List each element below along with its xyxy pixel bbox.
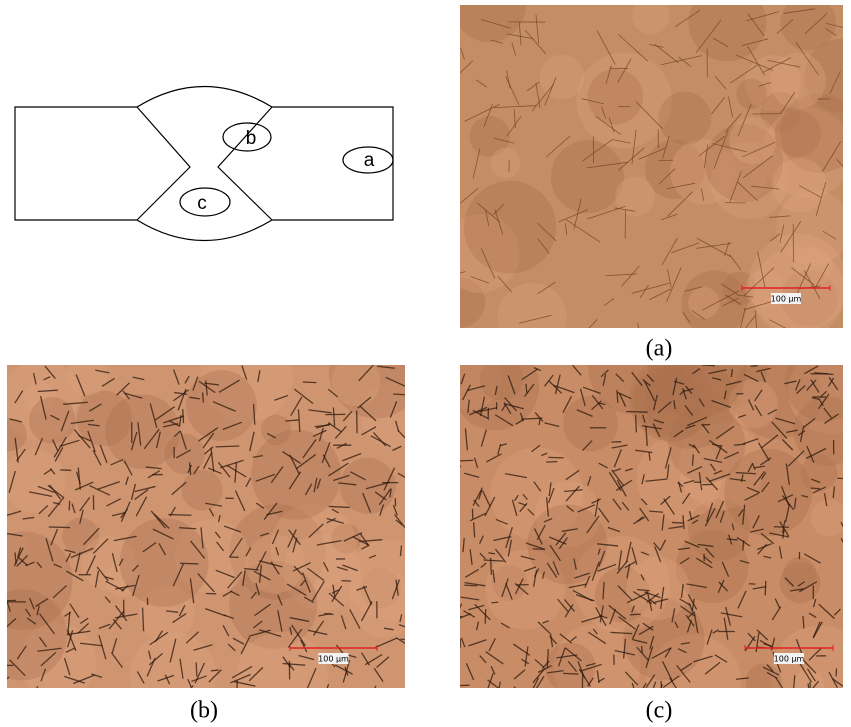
grain-boundary: [811, 488, 820, 489]
grain-boundary: [29, 686, 38, 699]
grain-boundary: [526, 384, 527, 393]
grain-boundary: [630, 614, 641, 615]
grain-shade: [658, 92, 711, 145]
grain-boundary: [60, 470, 71, 471]
grain-boundary: [449, 616, 462, 619]
grain-boundary: [727, 539, 738, 540]
grain-shade: [490, 148, 520, 178]
grain-shade: [67, 355, 108, 396]
grain-boundary: [457, 466, 460, 474]
page: b a c (a) (b) (c) 100 µm100 µm100 µm (()…: [0, 0, 851, 727]
grain-shade: [332, 357, 381, 406]
grain-boundary: [168, 515, 191, 516]
grain-boundary: [464, 585, 477, 586]
grain-boundary: [342, 581, 351, 582]
grain-boundary: [642, 646, 643, 653]
grain-shade: [105, 394, 180, 469]
scale-bar-label: 100 µm: [774, 655, 805, 664]
grain-boundary: [303, 382, 316, 383]
grain-shade: [811, 500, 848, 537]
grain-boundary: [751, 366, 758, 367]
grain-shade: [615, 177, 655, 217]
grain-boundary: [453, 460, 473, 461]
grain-boundary: [617, 390, 618, 403]
grain-shade: [736, 79, 767, 110]
grain-boundary: [636, 415, 637, 433]
weld-top-cap: [137, 87, 272, 108]
grain-shade: [688, 287, 719, 318]
scale-bar-label: 100 µm: [318, 655, 349, 664]
grain-boundary: [237, 680, 238, 704]
grain-boundary: [626, 411, 648, 412]
grain-shade: [551, 140, 624, 213]
grain-boundary: [672, 523, 684, 524]
grain-shade: [729, 117, 776, 164]
base-metal-left: [15, 107, 137, 220]
base-metal-right: [272, 107, 393, 220]
grain-boundary: [563, 673, 578, 674]
scale-bar-label: 100 µm: [771, 295, 802, 304]
grain-boundary: [491, 558, 492, 575]
grain-boundary: [837, 478, 851, 479]
micrograph: [0, 325, 430, 724]
grain-shade: [770, 53, 826, 109]
grain-shade: [748, 233, 847, 332]
grain-boundary: [49, 527, 70, 528]
grain-boundary: [69, 501, 70, 510]
grain-boundary: [211, 670, 219, 671]
fusion-line-right: [218, 107, 272, 220]
zone-label: c: [197, 193, 207, 214]
grain-shade: [182, 470, 223, 511]
figure: b a c (a) (b) (c) 100 µm 100 µm 100 µm: [0, 0, 851, 727]
grain-boundary: [692, 454, 693, 465]
zone-label: b: [246, 128, 257, 149]
grain-shade: [480, 357, 523, 400]
weld-diagram: b a c: [15, 87, 393, 241]
grain-shade: [775, 110, 821, 156]
grain-boundary: [183, 409, 184, 423]
panel-caption: (c): [646, 698, 673, 724]
zone-label: a: [364, 150, 375, 171]
grain-boundary: [393, 394, 408, 395]
grain-shade: [626, 557, 689, 620]
fusion-line-left: [137, 107, 190, 220]
grain-boundary: [491, 602, 498, 603]
panel-caption: (a): [646, 336, 673, 362]
panel-caption: (b): [190, 698, 218, 724]
grain-boundary: [702, 365, 715, 366]
grain-boundary: [196, 662, 197, 676]
grain-shade: [540, 55, 585, 100]
grain-shade: [746, 664, 782, 700]
grain-boundary: [765, 581, 766, 596]
grain-boundary: [485, 609, 486, 624]
weld-root-cap: [137, 220, 272, 241]
grain-shade: [464, 181, 557, 274]
grain-shade: [251, 430, 341, 520]
grain-boundary: [216, 446, 240, 447]
grain-boundary: [514, 687, 525, 701]
grain-shade: [497, 283, 567, 353]
grain-boundary: [454, 685, 470, 686]
grain-boundary: [203, 393, 204, 403]
micrograph: [437, 319, 851, 727]
grain-shade: [236, 632, 328, 724]
